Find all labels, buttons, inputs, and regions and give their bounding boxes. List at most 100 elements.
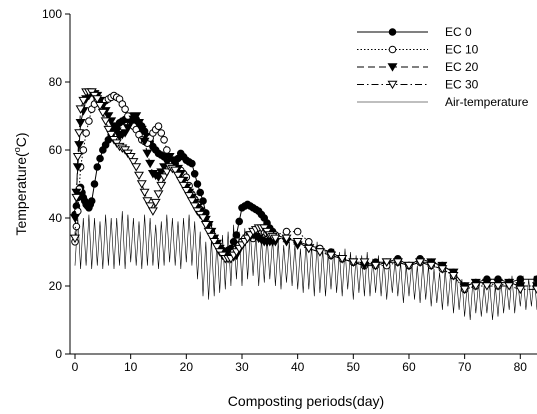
data-point-ec-30 [142,197,153,206]
legend-marker [388,28,397,36]
data-point-ec-30 [426,261,437,271]
legend: EC 0 EC 10 EC 20 EC 30 Air-temperature [357,25,529,109]
data-point-ec-30 [359,258,370,267]
data-point-ec-20 [136,125,147,135]
data-point-ec-30 [125,153,136,162]
legend-marker [388,45,397,54]
data-point-ec-30 [211,243,222,252]
data-point-ec-10 [163,146,171,154]
data-point-ec-20 [74,141,85,150]
data-point-ec-10 [154,122,163,130]
data-point-ec-30 [72,153,83,162]
data-point-ec-0 [190,170,199,178]
data-point-ec-30 [515,285,526,295]
data-point-ec-0 [229,238,238,246]
data-point-ec-30 [184,192,195,201]
data-point-ec-0 [193,180,202,188]
data-point-ec-10 [85,117,93,125]
data-point-ec-30 [370,261,381,271]
data-point-ec-30 [348,258,359,267]
data-point-ec-30 [404,261,414,271]
series-air-temperature [74,211,537,321]
data-point-ec-10 [282,227,291,236]
y-tick-label: 100 [42,7,62,21]
legend-label: Air-temperature [445,95,529,109]
data-point-ec-0 [93,163,102,171]
data-point-ec-30 [70,234,80,244]
data-point-ec-30 [281,234,292,244]
data-point-ec-30 [78,96,89,106]
data-point-ec-20 [161,158,172,167]
data-point-ec-10 [157,129,166,137]
x-tick-label: 80 [514,360,528,374]
data-point-ec-30 [181,187,192,196]
data-point-ec-30 [459,285,470,295]
data-point-ec-10 [79,146,88,154]
data-point-ec-30 [103,125,114,135]
data-point-ec-30 [97,108,108,118]
legend-label: EC 0 [445,25,472,39]
x-tick-label: 30 [235,360,249,374]
data-point-ec-0 [199,197,207,205]
data-point-ec-10 [82,129,90,137]
data-point-ec-10 [293,227,302,236]
legend-label: EC 10 [445,43,479,57]
data-point-ec-0 [533,275,537,283]
data-point-ec-30 [75,105,86,114]
data-point-ec-10 [121,105,129,113]
data-point-ec-30 [147,207,158,216]
y-tick-label: 80 [49,75,63,89]
data-point-ec-20 [145,159,156,169]
data-point-ec-30 [337,255,348,264]
legend-label: EC 20 [445,60,479,74]
axes [69,14,537,355]
y-axis-title-main: Temperature( [13,152,29,236]
data-point-ec-20 [75,119,86,128]
x-tick-label: 20 [180,360,194,374]
data-point-ec-30 [206,232,217,242]
data-point-ec-30 [131,163,142,172]
y-tick-label: 20 [49,279,63,293]
y-tick-label: 60 [49,143,63,157]
x-tick-label: 50 [347,360,361,374]
data-point-ec-30 [326,251,337,261]
data-point-ec-0 [188,159,196,168]
data-point-ec-30 [189,202,200,211]
data-point-ec-20 [120,129,131,138]
data-point-ec-20 [103,112,114,121]
y-axis-title-unit: C) [13,132,29,147]
y-tick-label: 40 [49,211,63,225]
data-point-ec-30 [100,117,111,126]
data-point-ec-30 [415,258,426,267]
data-point-ec-20 [122,124,133,133]
data-point-ec-0 [96,154,104,163]
plot-area [70,88,537,321]
data-point-ec-30 [74,129,85,138]
data-point-ec-10 [304,238,313,246]
data-point-ec-30 [448,272,459,281]
data-point-ec-30 [381,258,392,267]
legend-item-ec-30: EC 30 [357,78,479,92]
data-point-ec-30 [437,265,448,274]
data-point-ec-30 [71,193,82,203]
legend-item-ec-20: EC 20 [357,60,479,74]
data-point-ec-30 [161,168,172,177]
data-point-ec-20 [134,119,144,128]
data-point-ec-30 [186,197,197,206]
data-point-ec-30 [209,238,220,247]
data-point-ec-30 [156,181,167,191]
data-point-ec-30 [134,171,144,181]
legend-item-ec-0: EC 0 [357,25,472,39]
data-point-ec-30 [493,282,504,291]
data-point-ec-30 [95,102,106,111]
series-ec-30 [70,88,537,295]
data-point-ec-30 [470,282,481,291]
data-point-ec-30 [92,95,103,104]
data-point-ec-0 [235,217,244,226]
data-point-ec-20 [70,214,80,223]
data-point-ec-30 [532,285,537,295]
data-point-ec-30 [128,158,139,167]
data-point-ec-10 [160,136,168,144]
x-tick-label: 0 [72,360,79,374]
